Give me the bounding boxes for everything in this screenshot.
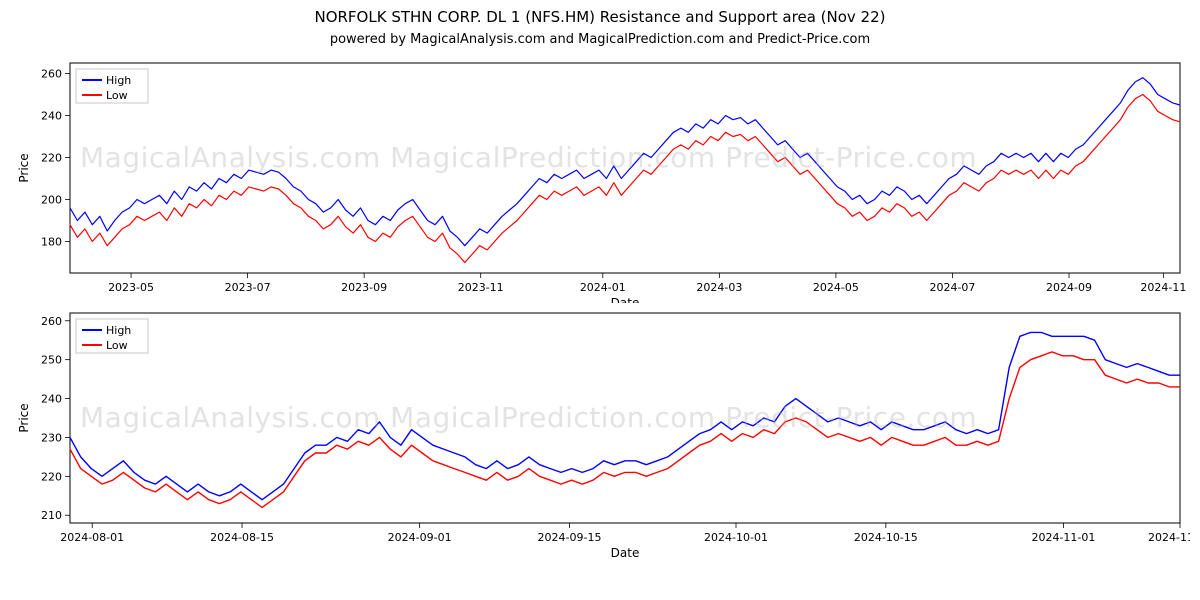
chart-top-svg: 180 200 220 240 260 Price 2023-05 2023-07 2023-0… (10, 53, 1190, 303)
svg-text:2024-10-15: 2024-10-15 (854, 531, 918, 544)
svg-text:240: 240 (41, 110, 62, 123)
svg-text:2024-05: 2024-05 (813, 281, 859, 294)
svg-text:2023-05: 2023-05 (108, 281, 154, 294)
svg-text:260: 260 (41, 315, 62, 328)
svg-text:2024-08-15: 2024-08-15 (210, 531, 274, 544)
svg-text:220: 220 (41, 152, 62, 165)
svg-text:2023-09: 2023-09 (341, 281, 387, 294)
svg-text:180: 180 (41, 236, 62, 249)
svg-text:210: 210 (41, 509, 62, 522)
svg-text:260: 260 (41, 68, 62, 81)
svg-text:250: 250 (41, 354, 62, 367)
svg-text:2023-11: 2023-11 (458, 281, 504, 294)
svg-text:Date: Date (611, 296, 640, 303)
chart-bottom: MagicalAnalysis.com MagicalPrediction.co… (10, 303, 1190, 563)
svg-text:2024-08-01: 2024-08-01 (60, 531, 124, 544)
svg-text:2024-03: 2024-03 (696, 281, 742, 294)
chart-bottom-svg: 210 220 230 240 250 260 Price 2024-08-01 2024-08… (10, 303, 1190, 563)
svg-text:High: High (106, 324, 131, 337)
svg-text:2024-11: 2024-11 (1140, 281, 1186, 294)
svg-text:Low: Low (106, 339, 128, 352)
svg-text:Date: Date (611, 546, 640, 560)
svg-text:200: 200 (41, 194, 62, 207)
svg-text:Price: Price (17, 153, 31, 182)
svg-text:2024-09-01: 2024-09-01 (388, 531, 452, 544)
svg-text:High: High (106, 74, 131, 87)
page-title: NORFOLK STHN CORP. DL 1 (NFS.HM) Resista… (0, 8, 1200, 26)
chart-top: MagicalAnalysis.com MagicalPrediction.co… (10, 53, 1190, 303)
svg-text:2024-09-15: 2024-09-15 (538, 531, 602, 544)
svg-text:Price: Price (17, 403, 31, 432)
svg-text:2024-11-01: 2024-11-01 (1031, 531, 1095, 544)
svg-text:2023-07: 2023-07 (225, 281, 271, 294)
svg-text:230: 230 (41, 431, 62, 444)
svg-text:2024-10-01: 2024-10-01 (704, 531, 768, 544)
svg-text:220: 220 (41, 470, 62, 483)
svg-text:2024-01: 2024-01 (580, 281, 626, 294)
svg-text:Low: Low (106, 89, 128, 102)
svg-text:2024-07: 2024-07 (929, 281, 975, 294)
page-subtitle: powered by MagicalAnalysis.com and Magic… (0, 32, 1200, 47)
svg-text:240: 240 (41, 393, 62, 406)
svg-text:2024-11-15: 2024-11-15 (1148, 531, 1190, 544)
svg-text:2024-09: 2024-09 (1046, 281, 1092, 294)
